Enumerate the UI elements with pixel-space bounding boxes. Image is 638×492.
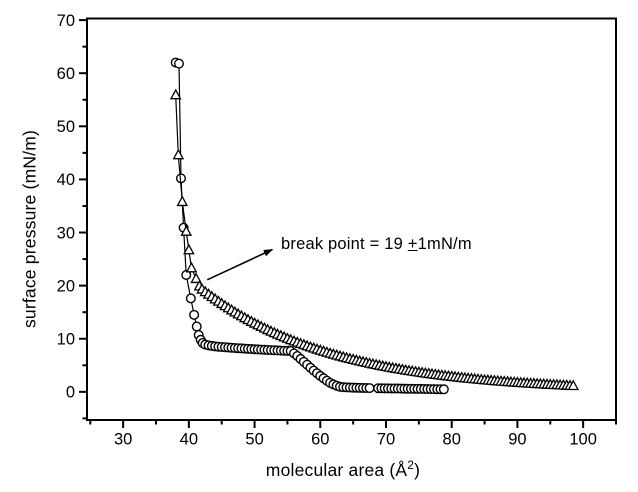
circles-isotherm-marker: [185, 293, 196, 304]
triangles-isotherm-marker: [190, 272, 202, 284]
annotation-prefix: break point = 19: [281, 235, 408, 253]
y-axis-tick-label: 10: [57, 331, 75, 349]
circles-isotherm-marker: [189, 309, 200, 320]
y-axis-tick-label: 50: [57, 118, 75, 136]
circles-isotherm-line: [175, 62, 444, 390]
x-axis-tick-label: 30: [114, 431, 132, 449]
annotation-arrow: [206, 248, 274, 281]
y-axis-title-text: surface pressure (mN/m): [19, 129, 40, 329]
x-axis-tick-label: 40: [180, 431, 198, 449]
y-axis-tick-label: 30: [57, 224, 75, 242]
x-axis-tick-label: 90: [508, 431, 526, 449]
triangles-isotherm-marker: [567, 379, 580, 391]
triangles-isotherm-marker: [183, 243, 195, 255]
x-axis-tick-label: 80: [443, 431, 461, 449]
x-axis-tick-label: 100: [569, 431, 597, 449]
x-axis-tick-label: 50: [245, 431, 263, 449]
x-axis-title-close: ): [414, 460, 421, 480]
triangles-isotherm-marker: [176, 195, 189, 207]
y-axis-tick-label: 0: [66, 384, 75, 402]
circles-isotherm-marker: [438, 384, 449, 395]
x-axis-title-text: molecular area (Å: [265, 460, 408, 480]
annotation-plus-minus: +: [407, 235, 418, 253]
triangles-isotherm-marker: [172, 148, 185, 160]
annotation-suffix: 1mN/m: [417, 235, 472, 253]
x-axis-title: molecular area (Å2): [265, 458, 421, 481]
y-axis-tick-label: 60: [57, 65, 75, 83]
plot-frame: [86, 17, 617, 421]
triangles-isotherm-marker: [185, 261, 198, 273]
y-axis-tick-label: 20: [57, 277, 75, 295]
x-axis-title-superscript: 2: [407, 458, 415, 473]
circles-isotherm-marker: [181, 270, 192, 281]
circles-isotherm-marker: [191, 321, 202, 332]
triangles-isotherm-marker: [169, 88, 182, 100]
y-axis-tick-label: 40: [57, 171, 75, 189]
break-point-annotation: break point = 19 +1mN/m: [281, 235, 472, 254]
circles-isotherm-marker: [173, 58, 184, 69]
x-axis-tick-label: 60: [311, 431, 329, 449]
x-axis-tick-label: 70: [377, 431, 395, 449]
y-axis-title: surface pressure (mN/m): [20, 130, 41, 328]
circles-isotherm-marker: [364, 383, 375, 394]
y-axis-tick-label: 70: [57, 12, 75, 30]
triangles-isotherm-marker: [180, 225, 193, 236]
